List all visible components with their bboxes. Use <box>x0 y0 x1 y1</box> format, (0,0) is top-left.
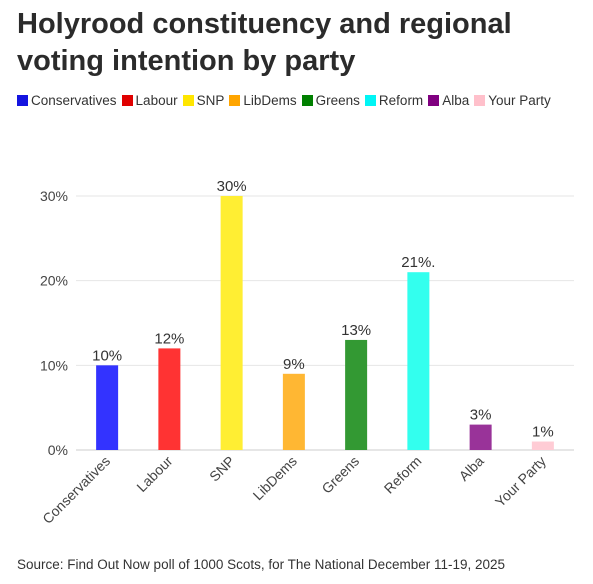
bar <box>220 196 243 450</box>
legend-label: Conservatives <box>31 92 117 108</box>
legend-item: Greens <box>301 89 360 111</box>
y-tick-label: 30% <box>40 188 68 204</box>
legend-label: LibDems <box>243 92 297 108</box>
legend-label: Your Party <box>488 92 551 108</box>
legend-swatch <box>364 94 376 106</box>
bar <box>158 348 181 450</box>
legend-swatch <box>229 94 241 106</box>
legend-label: Reform <box>378 92 424 108</box>
data-label: 30% <box>217 178 247 195</box>
legend-label: SNP <box>196 92 225 108</box>
bar <box>282 373 305 450</box>
data-label: 21%. <box>401 254 435 271</box>
legend-swatch <box>301 94 313 106</box>
legend-swatch <box>121 94 133 106</box>
data-label: 1% <box>532 424 554 441</box>
data-label: 13% <box>341 322 371 339</box>
legend-item: Reform <box>364 89 424 111</box>
chart-title: Holyrood constituency and regional votin… <box>17 8 512 77</box>
legend-swatch <box>17 94 28 106</box>
bar-chart: 0% 10% 20% 30% 10% Conservatives 12% Labour 30% S… <box>39 178 574 527</box>
source-note: Source: Find Out Now poll of 1000 Scots,… <box>17 557 506 572</box>
legend-item: Your Party <box>474 89 551 111</box>
x-tick-label: LibDems <box>250 453 300 503</box>
x-tick-label: Greens <box>318 453 362 497</box>
data-label: 9% <box>283 356 305 373</box>
data-label: 10% <box>92 347 122 364</box>
legend-label: Labour <box>135 92 178 108</box>
x-tick-label: SNP <box>206 453 238 485</box>
legend-item: Alba <box>428 89 469 111</box>
x-tick-label: Your Party <box>492 453 549 510</box>
data-label: 12% <box>154 330 184 347</box>
x-tick-label: Reform <box>381 453 425 497</box>
bar <box>469 424 492 450</box>
legend-label: Alba <box>442 92 470 108</box>
bar <box>531 441 554 450</box>
x-tick-label: Alba <box>456 453 487 484</box>
x-tick-label: Conservatives <box>39 453 113 527</box>
x-tick-label: Labour <box>133 453 175 495</box>
y-tick-label: 10% <box>40 357 68 373</box>
y-tick-label: 0% <box>48 442 68 458</box>
bar <box>345 339 368 450</box>
data-label: 3% <box>470 407 492 424</box>
legend-swatch <box>182 94 194 106</box>
y-tick-label: 20% <box>40 273 68 289</box>
legend-item: Conservatives <box>17 89 117 111</box>
legend-label: Greens <box>315 92 360 108</box>
legend-swatch <box>474 94 486 106</box>
legend: Conservatives Labour SNP LibDems Greens Refor… <box>17 89 577 111</box>
legend-swatch <box>428 94 440 106</box>
legend-item: LibDems <box>229 89 297 111</box>
legend-item: SNP <box>182 89 225 111</box>
bar <box>407 272 430 450</box>
legend-item: Labour <box>121 89 178 111</box>
bar <box>96 365 119 450</box>
